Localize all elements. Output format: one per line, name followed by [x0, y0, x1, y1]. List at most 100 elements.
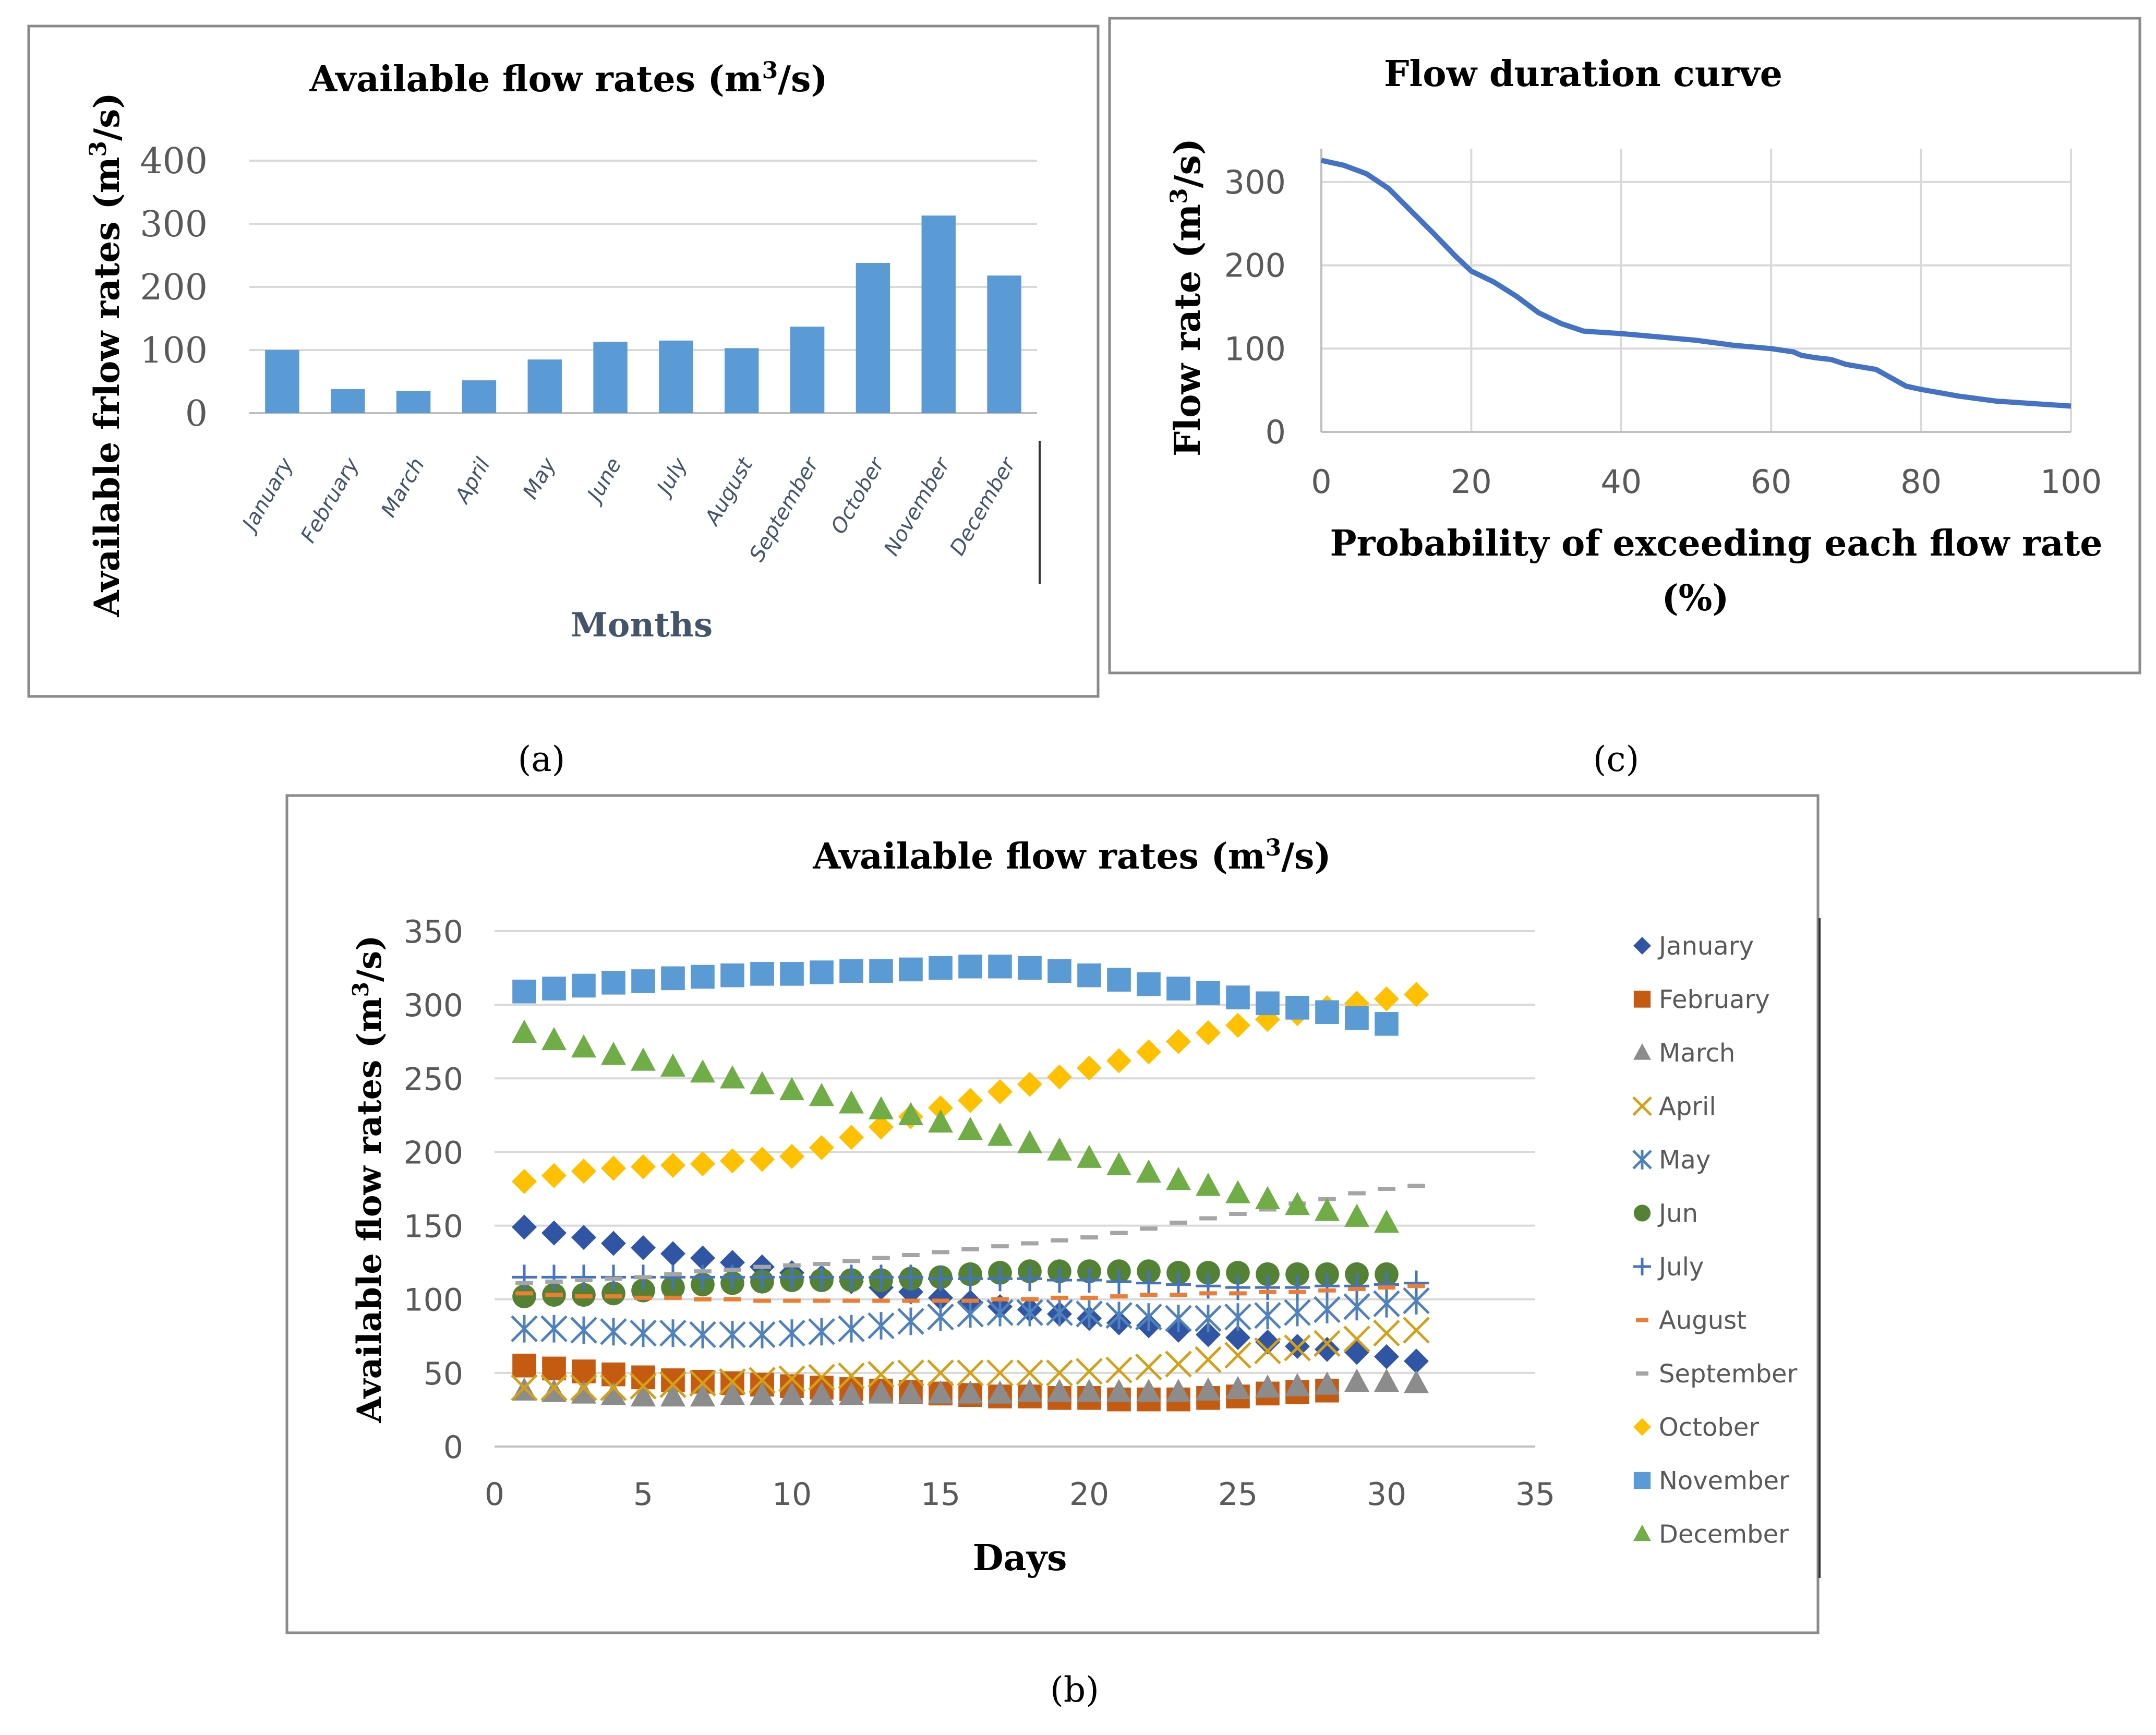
point-december-day-30	[1374, 1209, 1399, 1233]
point-jun-day-27	[1285, 1262, 1309, 1286]
point-november-day-26	[1256, 991, 1280, 1016]
point-november-day-30	[1375, 1012, 1399, 1036]
legend-label-jun: Jun	[1657, 1199, 1698, 1228]
panel-c-y-tick-labels: 0 100 200 300	[1224, 163, 1286, 451]
point-november-day-11	[810, 960, 834, 984]
panel-c-x-tick-label: 60	[1751, 463, 1792, 501]
legend-label-may: May	[1659, 1146, 1711, 1175]
point-july-day-20	[1077, 1268, 1102, 1293]
point-march-day-30	[1374, 1368, 1399, 1392]
point-december-day-6	[660, 1053, 685, 1077]
point-december-day-17	[987, 1123, 1013, 1146]
panel-c-x-axis-label-line1: Probability of exceeding each flow rate	[1330, 523, 2102, 564]
point-march-day-26	[1255, 1374, 1280, 1398]
point-march-day-17	[987, 1380, 1013, 1404]
point-may-day-10	[778, 1319, 805, 1347]
panel-c-y-tick-label: 300	[1224, 163, 1286, 201]
point-may-day-19	[1046, 1298, 1073, 1327]
series-may	[511, 1287, 1430, 1348]
legend-marker-february	[1633, 991, 1651, 1008]
bar-march	[396, 391, 431, 413]
bar-october	[856, 263, 890, 413]
point-july-day-10	[779, 1264, 804, 1290]
point-april-day-9	[749, 1367, 776, 1394]
point-april-day-14	[897, 1359, 924, 1387]
panel-a-y-tick-label: 200	[140, 267, 208, 308]
point-march-day-2	[541, 1379, 567, 1402]
point-november-day-5	[631, 969, 655, 993]
panel-b-y-tick-label: 250	[403, 1061, 463, 1098]
point-april-day-18	[1016, 1359, 1043, 1387]
point-may-day-24	[1195, 1305, 1222, 1332]
panel-b-x-tick-label: 10	[772, 1476, 812, 1513]
panel-c-x-axis-label-line2: (%)	[1662, 577, 1729, 619]
bar-november	[921, 215, 956, 413]
legend-marker-july	[1633, 1258, 1651, 1275]
panel-c-x-tick-label: 40	[1600, 463, 1642, 501]
point-october-day-23	[1166, 1029, 1191, 1054]
point-march-day-31	[1404, 1370, 1429, 1393]
point-april-day-6	[659, 1371, 686, 1399]
panel-b-x-tick-label: 25	[1218, 1476, 1258, 1513]
point-november-day-9	[750, 962, 774, 986]
point-march-day-16	[958, 1380, 983, 1404]
point-december-day-20	[1077, 1144, 1102, 1168]
point-april-day-19	[1046, 1359, 1073, 1387]
panel-b-x-tick-label: 35	[1515, 1476, 1555, 1513]
point-december-day-8	[720, 1065, 745, 1089]
bar-february	[331, 389, 365, 413]
point-january-day-5	[631, 1235, 656, 1260]
panel-b-y-axis-label: Available flow rates (m3/s)	[348, 935, 390, 1423]
point-november-day-25	[1226, 985, 1250, 1009]
point-may-day-7	[689, 1321, 716, 1348]
panel-b-x-tick-labels: 0 5 10 15 20 25 30 35	[485, 1476, 1555, 1513]
panel-b-legend: January February March April May Jun July Augus…	[1632, 932, 1798, 1549]
point-january-day-26	[1255, 1329, 1280, 1355]
point-march-day-18	[1017, 1379, 1042, 1402]
point-december-day-2	[541, 1027, 567, 1051]
point-november-day-14	[899, 957, 923, 982]
point-april-day-23	[1165, 1351, 1192, 1378]
point-december-day-5	[631, 1047, 656, 1071]
point-may-day-4	[600, 1318, 627, 1346]
point-december-day-15	[928, 1109, 953, 1133]
point-november-day-28	[1315, 1000, 1339, 1025]
point-december-day-16	[958, 1116, 983, 1140]
point-jun-day-4	[601, 1281, 625, 1306]
panel-a-x-axis-label: Months	[571, 606, 713, 645]
point-november-day-27	[1285, 995, 1309, 1020]
point-december-day-13	[869, 1096, 894, 1119]
point-july-day-2	[541, 1264, 567, 1290]
panel-b-x-tick-label: 15	[921, 1476, 960, 1513]
legend-marker-january	[1633, 937, 1651, 955]
point-april-day-25	[1224, 1342, 1251, 1369]
point-october-day-2	[541, 1163, 567, 1188]
point-march-day-6	[660, 1383, 685, 1407]
point-january-day-4	[601, 1231, 626, 1256]
point-april-day-11	[808, 1364, 835, 1391]
point-december-day-1	[512, 1019, 537, 1043]
point-march-day-5	[631, 1383, 656, 1407]
point-april-day-29	[1343, 1326, 1370, 1353]
point-november-day-8	[720, 963, 744, 987]
point-november-day-23	[1166, 977, 1190, 1001]
panel-b-y-tick-label: 0	[443, 1429, 463, 1466]
panel-a-y-tick-labels: 0 100 200 300 400	[140, 141, 208, 435]
point-march-day-15	[928, 1380, 953, 1404]
point-march-day-7	[690, 1383, 715, 1407]
point-december-day-29	[1344, 1203, 1369, 1227]
point-october-day-31	[1404, 982, 1429, 1007]
point-april-day-12	[838, 1362, 865, 1390]
point-january-day-3	[571, 1225, 596, 1250]
point-january-day-1	[512, 1214, 537, 1240]
point-november-day-13	[869, 959, 893, 983]
point-december-day-25	[1225, 1180, 1250, 1203]
point-april-day-7	[689, 1369, 716, 1397]
panel-b-y-tick-label: 300	[403, 987, 463, 1024]
point-april-day-22	[1135, 1353, 1162, 1381]
point-march-day-19	[1047, 1379, 1072, 1402]
point-november-day-12	[839, 959, 863, 983]
point-october-day-3	[571, 1159, 596, 1184]
point-april-day-21	[1105, 1356, 1133, 1383]
point-may-day-3	[570, 1316, 597, 1344]
